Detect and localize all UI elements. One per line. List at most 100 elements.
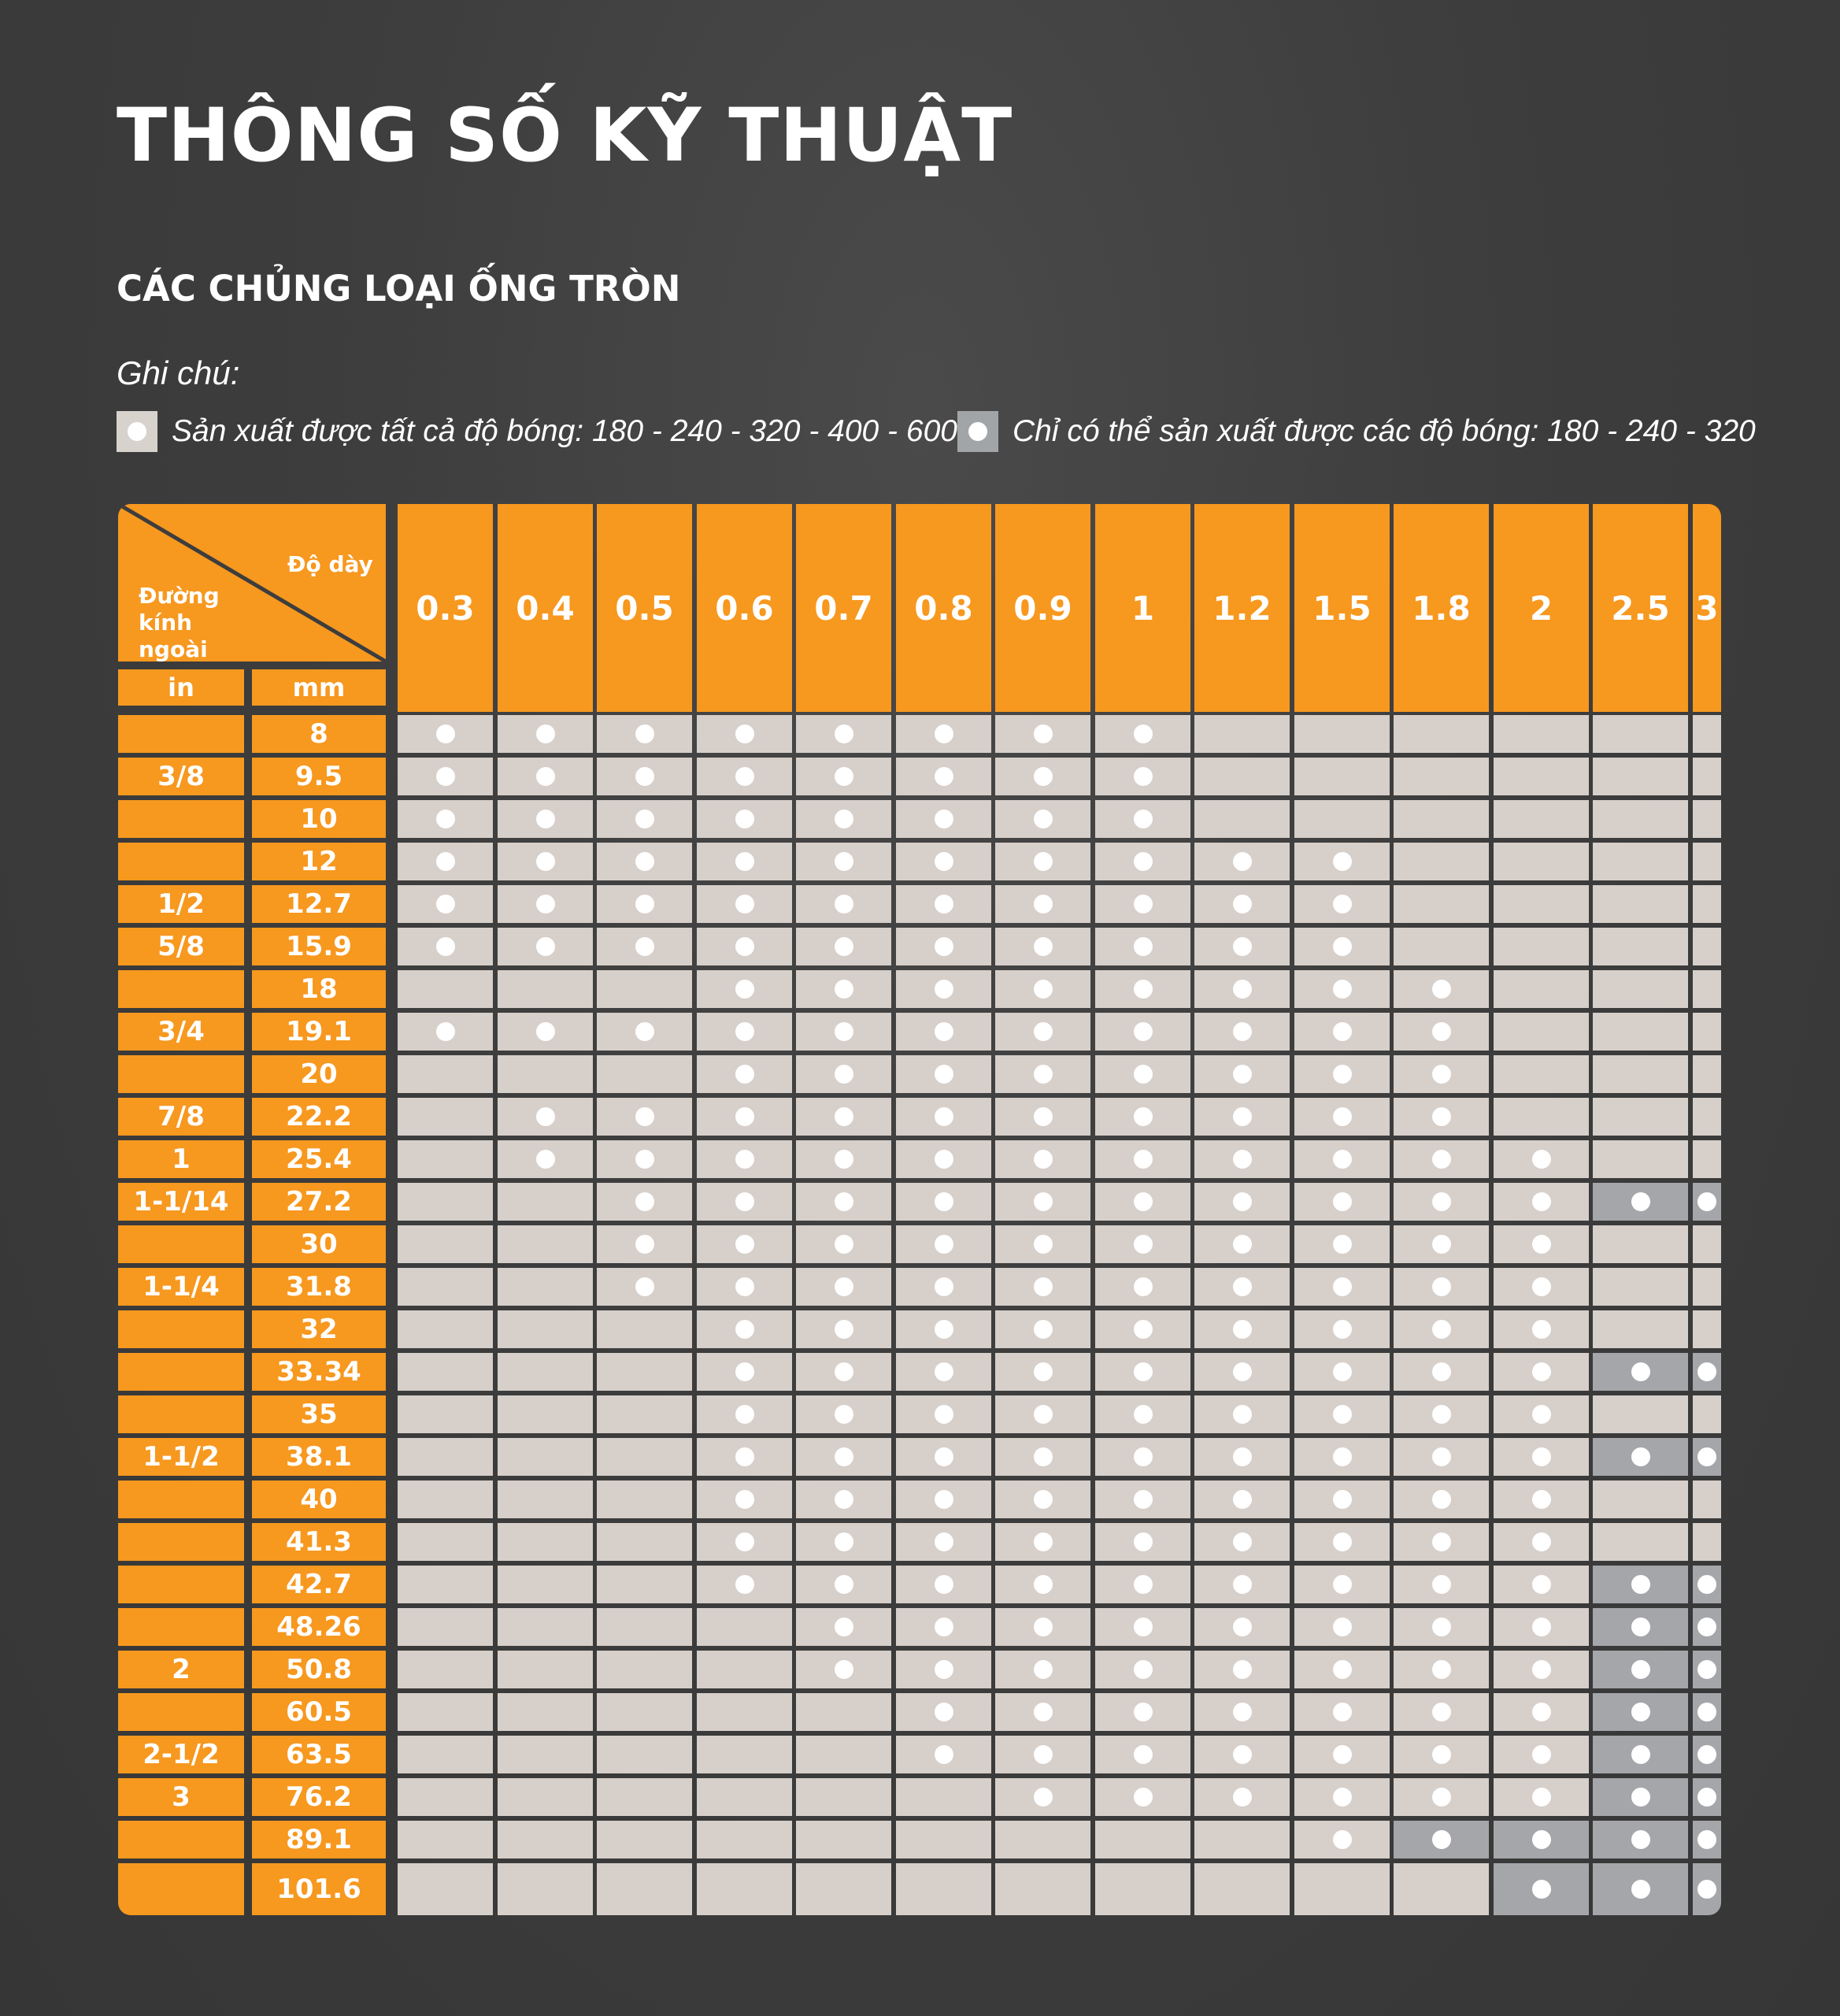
dot-icon [735,767,754,786]
availability-cell [896,1098,991,1136]
availability-cell [796,1353,891,1391]
dot-icon [1133,1788,1153,1807]
empty-cell [1294,1863,1390,1915]
empty-cell [398,1821,493,1858]
availability-cell [1693,1821,1721,1858]
availability-cell [1593,1778,1688,1816]
availability-cell [1194,1098,1290,1136]
dot-icon [735,1022,754,1041]
availability-cell [697,843,792,880]
availability-cell [697,1480,792,1518]
dot-icon [1531,1788,1551,1807]
availability-cell [1294,1098,1390,1136]
dot-icon [1631,1880,1650,1899]
availability-cell [1394,1013,1489,1051]
dot-icon [635,1277,654,1296]
empty-cell [1593,1310,1688,1348]
availability-cell [1394,1140,1489,1178]
availability-cell [1095,1566,1190,1603]
dot-icon [735,1320,754,1339]
availability-cell [896,1268,991,1306]
legend-item-all-gloss: Sản xuất được tất cả độ bóng: 180 - 240 … [117,410,957,454]
dot-icon [834,980,853,999]
availability-cell [498,843,593,880]
dot-icon [1431,1320,1451,1339]
dot-icon [1431,1830,1451,1849]
availability-cell [1294,1013,1390,1051]
dot-icon [934,1192,953,1211]
availability-cell [1294,1480,1390,1518]
empty-cell [697,1651,792,1688]
empty-cell [1494,715,1589,753]
thickness-header-0.5: 0.5 [597,504,692,712]
dot-icon [834,1065,853,1084]
empty-cell [1593,715,1688,753]
dot-icon [934,1447,953,1466]
dot-icon [1232,937,1252,956]
availability-cell [1494,1566,1589,1603]
empty-cell [1394,843,1489,880]
availability-cell [1494,1693,1589,1731]
dot-icon [435,1022,455,1041]
dot-icon [1332,1788,1352,1807]
empty-cell [398,1736,493,1773]
availability-cell [995,1438,1090,1476]
empty-cell [498,1693,593,1731]
dot-icon [1631,1192,1650,1211]
availability-cell [1494,1268,1589,1306]
availability-cell [995,1013,1090,1051]
availability-cell [398,1013,493,1051]
thickness-header-1.2: 1.2 [1194,504,1290,712]
empty-cell [398,1651,493,1688]
empty-cell [597,1055,692,1093]
availability-cell [1194,1013,1290,1051]
thickness-header-0.6: 0.6 [697,504,792,712]
row-mm-label: 63.5 [252,1736,386,1773]
availability-cell [796,1268,891,1306]
dot-icon [834,1107,853,1126]
diagonal-divider [118,504,386,662]
empty-cell [398,1310,493,1348]
empty-cell [1693,1480,1721,1518]
empty-cell [498,970,593,1008]
dot-icon [934,1235,953,1254]
dot-icon [635,1107,654,1126]
availability-cell [1194,843,1290,880]
empty-cell [1593,1523,1688,1561]
dot-icon [834,1362,853,1381]
dot-icon [1232,1277,1252,1296]
empty-cell [1294,715,1390,753]
availability-cell [1294,1566,1390,1603]
availability-cell [1194,928,1290,965]
availability-cell [1095,1140,1190,1178]
dot-icon [1232,1150,1252,1169]
dot-icon [1133,1490,1153,1509]
availability-cell [796,843,891,880]
row-mm-label: 32 [252,1310,386,1348]
dot-icon [1332,1830,1352,1849]
availability-cell [1693,1183,1721,1221]
dot-icon [735,1362,754,1381]
availability-cell [597,885,692,923]
dot-icon [735,895,754,914]
dot-icon [1631,1788,1650,1807]
availability-cell [995,1395,1090,1433]
dot-icon [735,1575,754,1594]
dot-icon [1631,1618,1650,1636]
row-in-label [118,1225,244,1263]
empty-cell [1494,758,1589,795]
dot-icon [1332,980,1352,999]
row-in-label: 2-1/2 [118,1736,244,1773]
empty-cell [597,1736,692,1773]
empty-cell [1693,1268,1721,1306]
empty-cell [995,1863,1090,1915]
availability-cell [1394,1778,1489,1816]
dot-icon [1232,1192,1252,1211]
availability-cell [796,970,891,1008]
availability-cell [896,1438,991,1476]
availability-cell [1095,1013,1190,1051]
row-in-label [118,715,244,753]
empty-cell [597,1480,692,1518]
availability-cell [1095,1268,1190,1306]
availability-cell [1095,1480,1190,1518]
